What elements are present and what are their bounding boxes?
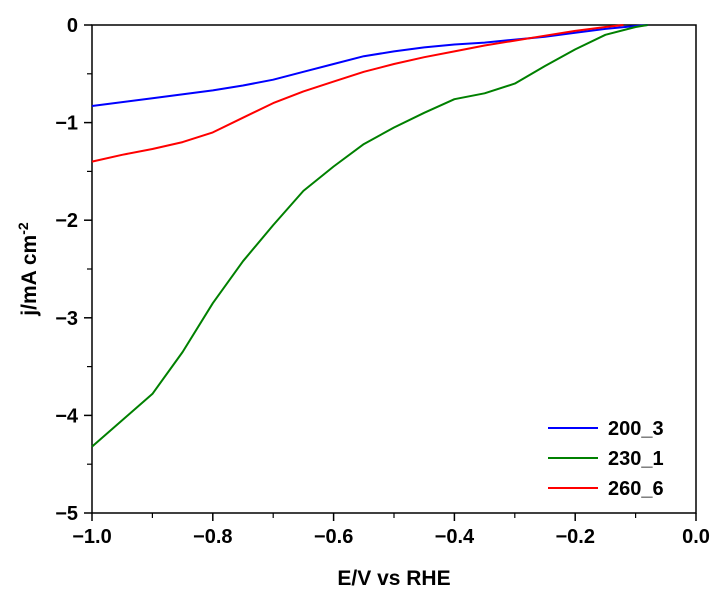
x-axis-title: E/V vs RHE [337,567,450,590]
y-axis-title-main: j/mA cm [18,235,41,317]
legend-label-200_3: 200_3 [608,418,664,440]
y-tick-label: −3 [55,308,78,330]
x-tick-label: −0.4 [435,526,475,548]
series-line-230_1 [91,24,648,448]
series-line-200_3 [91,24,648,107]
x-tick-label: −0.2 [555,526,594,548]
y-tick-label: −5 [55,503,78,525]
y-tick-label: 0 [67,15,78,37]
legend: 200_3 230_1 260_6 [548,418,664,500]
plot-frame [91,24,697,514]
y-tick-label: −2 [55,210,78,232]
legend-label-230_1: 230_1 [608,448,664,470]
x-tick-label: −1.0 [72,526,111,548]
y-axis-title-superscript: -2 [15,222,31,235]
x-tick-label: −0.6 [314,526,353,548]
x-tick-label: −0.8 [193,526,232,548]
x-tick-label: 0.0 [682,526,710,548]
y-axis-title: j/mA cm-2 [15,222,41,317]
y-ticks: 0 −1 −2 −3 −4 −5 [55,15,92,525]
y-tick-label: −4 [55,405,79,427]
series-line-260_6 [91,24,624,163]
series-lines [91,24,648,448]
x-ticks: −1.0 −0.8 −0.6 −0.4 −0.2 0.0 [72,513,710,548]
y-tick-label: −1 [55,113,78,135]
legend-label-260_6: 260_6 [608,478,664,500]
